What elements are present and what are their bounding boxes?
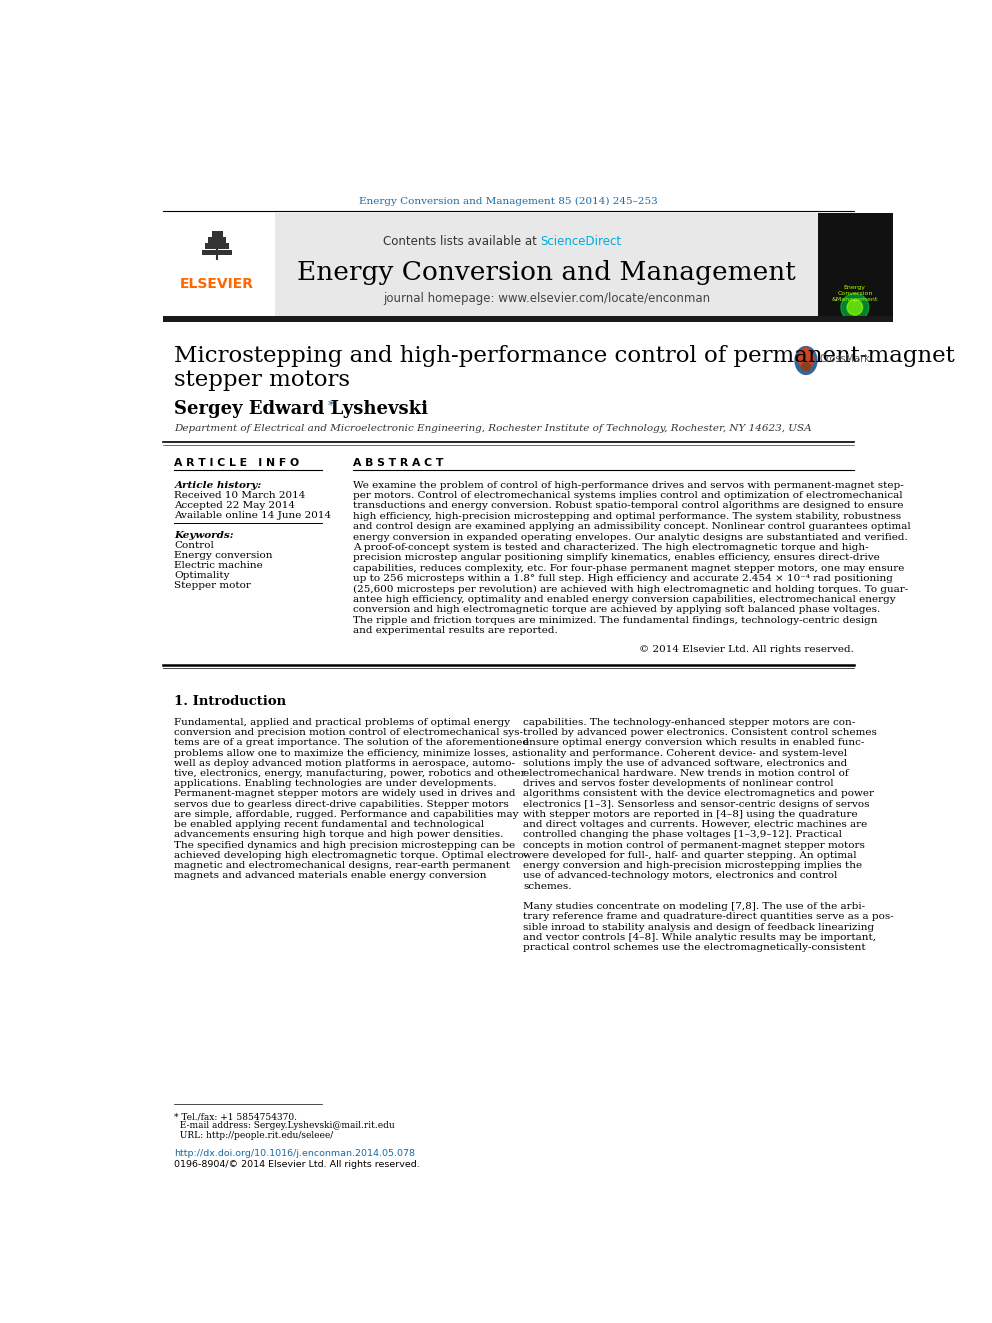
- Text: tive, electronics, energy, manufacturing, power, robotics and other: tive, electronics, energy, manufacturing…: [175, 769, 526, 778]
- Bar: [208, 237, 225, 242]
- Text: ELSEVIER: ELSEVIER: [180, 278, 254, 291]
- Text: (25,600 microsteps per revolution) are achieved with high electromagnetic and ho: (25,600 microsteps per revolution) are a…: [352, 585, 908, 594]
- Text: Energy
Conversion
&Management: Energy Conversion &Management: [831, 286, 878, 302]
- Text: energy conversion and high-precision microstepping implies the: energy conversion and high-precision mic…: [523, 861, 862, 871]
- Text: conversion and precision motion control of electromechanical sys-: conversion and precision motion control …: [175, 728, 524, 737]
- Text: transductions and energy conversion. Robust spatio-temporal control algorithms a: transductions and energy conversion. Rob…: [352, 501, 903, 511]
- Text: Control: Control: [175, 541, 214, 549]
- Text: 1. Introduction: 1. Introduction: [175, 696, 287, 708]
- Text: Received 10 March 2014: Received 10 March 2014: [175, 491, 306, 500]
- Ellipse shape: [798, 348, 814, 369]
- Text: problems allow one to maximize the efficiency, minimize losses, as: problems allow one to maximize the effic…: [175, 749, 524, 758]
- Text: capabilities, reduces complexity, etc. For four-phase permanent magnet stepper m: capabilities, reduces complexity, etc. F…: [352, 564, 904, 573]
- Text: use of advanced-technology motors, electronics and control: use of advanced-technology motors, elect…: [523, 872, 837, 880]
- Text: Energy conversion: Energy conversion: [175, 550, 273, 560]
- Text: Available online 14 June 2014: Available online 14 June 2014: [175, 511, 331, 520]
- Text: servos due to gearless direct-drive capabilities. Stepper motors: servos due to gearless direct-drive capa…: [175, 799, 509, 808]
- Bar: [205, 243, 228, 249]
- Text: precision microstep angular positioning simplify kinematics, enables efficiency,: precision microstep angular positioning …: [352, 553, 879, 562]
- Text: high efficiency, high-precision microstepping and optimal performance. The syste: high efficiency, high-precision microste…: [352, 512, 901, 521]
- Text: E-mail address: Sergey.Lyshevski@mail.rit.edu: E-mail address: Sergey.Lyshevski@mail.ri…: [175, 1122, 395, 1130]
- Bar: [202, 250, 232, 255]
- Text: A proof-of-concept system is tested and characterized. The high electromagnetic : A proof-of-concept system is tested and …: [352, 542, 868, 552]
- Text: and experimental results are reported.: and experimental results are reported.: [352, 626, 558, 635]
- Circle shape: [841, 294, 869, 321]
- Bar: [275, 213, 817, 316]
- Text: journal homepage: www.elsevier.com/locate/enconman: journal homepage: www.elsevier.com/locat…: [383, 292, 710, 306]
- Text: conversion and high electromagnetic torque are achieved by applying soft balance: conversion and high electromagnetic torq…: [352, 606, 880, 614]
- Text: Permanent-magnet stepper motors are widely used in drives and: Permanent-magnet stepper motors are wide…: [175, 790, 516, 799]
- Text: Sergey Edward Lyshevski: Sergey Edward Lyshevski: [175, 400, 429, 418]
- Text: Article history:: Article history:: [175, 480, 262, 490]
- Text: Fundamental, applied and practical problems of optimal energy: Fundamental, applied and practical probl…: [175, 718, 511, 726]
- Text: drives and servos foster developments of nonlinear control: drives and servos foster developments of…: [523, 779, 833, 789]
- Text: and direct voltages and currents. However, electric machines are: and direct voltages and currents. Howeve…: [523, 820, 867, 830]
- Text: with stepper motors are reported in [4–8] using the quadrature: with stepper motors are reported in [4–8…: [523, 810, 858, 819]
- Text: The specified dynamics and high precision microstepping can be: The specified dynamics and high precisio…: [175, 840, 516, 849]
- Text: Electric machine: Electric machine: [175, 561, 263, 570]
- Text: sible inroad to stability analysis and design of feedback linearizing: sible inroad to stability analysis and d…: [523, 922, 874, 931]
- Bar: [163, 213, 275, 316]
- Text: achieved developing high electromagnetic torque. Optimal electro-: achieved developing high electromagnetic…: [175, 851, 528, 860]
- Text: Many studies concentrate on modeling [7,8]. The use of the arbi-: Many studies concentrate on modeling [7,…: [523, 902, 865, 912]
- Text: electronics [1–3]. Sensorless and sensor-centric designs of servos: electronics [1–3]. Sensorless and sensor…: [523, 799, 870, 808]
- Text: Microstepping and high-performance control of permanent-magnet: Microstepping and high-performance contr…: [175, 345, 955, 366]
- Text: and control design are examined applying an admissibility concept. Nonlinear con: and control design are examined applying…: [352, 523, 911, 532]
- Text: per motors. Control of electromechanical systems implies control and optimizatio: per motors. Control of electromechanical…: [352, 491, 903, 500]
- Text: well as deploy advanced motion platforms in aerospace, automo-: well as deploy advanced motion platforms…: [175, 759, 516, 767]
- Text: magnetic and electromechanical designs, rear-earth permanent: magnetic and electromechanical designs, …: [175, 861, 510, 871]
- Text: Energy Conversion and Management 85 (2014) 245–253: Energy Conversion and Management 85 (201…: [359, 197, 658, 205]
- Text: Optimality: Optimality: [175, 570, 230, 579]
- Text: magnets and advanced materials enable energy conversion: magnets and advanced materials enable en…: [175, 872, 487, 880]
- Bar: [163, 316, 893, 321]
- Text: Energy Conversion and Management: Energy Conversion and Management: [297, 261, 796, 286]
- Text: energy conversion in expanded operating envelopes. Our analytic designs are subs: energy conversion in expanded operating …: [352, 533, 908, 541]
- Circle shape: [847, 300, 863, 315]
- Text: The ripple and friction torques are minimized. The fundamental findings, technol: The ripple and friction torques are mini…: [352, 615, 877, 624]
- Text: controlled changing the phase voltages [1–3,9–12]. Practical: controlled changing the phase voltages […: [523, 831, 842, 839]
- Text: Department of Electrical and Microelectronic Engineering, Rochester Institute of: Department of Electrical and Microelectr…: [175, 423, 812, 433]
- Text: applications. Enabling technologies are under developments.: applications. Enabling technologies are …: [175, 779, 497, 789]
- Bar: [817, 213, 893, 316]
- Text: Stepper motor: Stepper motor: [175, 581, 251, 590]
- Text: ScienceDirect: ScienceDirect: [541, 235, 621, 249]
- Text: practical control schemes use the electromagnetically-consistent: practical control schemes use the electr…: [523, 943, 866, 953]
- Text: * Tel./fax: +1 5854754370.: * Tel./fax: +1 5854754370.: [175, 1113, 298, 1121]
- Text: Contents lists available at: Contents lists available at: [383, 235, 541, 249]
- Bar: [211, 232, 223, 237]
- Text: advancements ensuring high torque and high power densities.: advancements ensuring high torque and hi…: [175, 831, 504, 839]
- Text: A B S T R A C T: A B S T R A C T: [352, 458, 443, 468]
- Text: 0196-8904/© 2014 Elsevier Ltd. All rights reserved.: 0196-8904/© 2014 Elsevier Ltd. All right…: [175, 1160, 421, 1168]
- Text: URL: http://people.rit.edu/seleee/: URL: http://people.rit.edu/seleee/: [175, 1130, 333, 1139]
- Text: antee high efficiency, optimality and enabled energy conversion capabilities, el: antee high efficiency, optimality and en…: [352, 595, 895, 605]
- Text: tems are of a great importance. The solution of the aforementioned: tems are of a great importance. The solu…: [175, 738, 530, 747]
- Text: up to 256 microsteps within a 1.8° full step. High efficiency and accurate 2.454: up to 256 microsteps within a 1.8° full …: [352, 574, 893, 583]
- Text: ensure optimal energy conversion which results in enabled func-: ensure optimal energy conversion which r…: [523, 738, 864, 747]
- Text: A R T I C L E   I N F O: A R T I C L E I N F O: [175, 458, 300, 468]
- Text: and vector controls [4–8]. While analytic results may be important,: and vector controls [4–8]. While analyti…: [523, 933, 876, 942]
- Text: stepper motors: stepper motors: [175, 369, 350, 390]
- Text: Accepted 22 May 2014: Accepted 22 May 2014: [175, 500, 296, 509]
- Text: trary reference frame and quadrature-direct quantities serve as a pos-: trary reference frame and quadrature-dir…: [523, 913, 894, 921]
- Text: http://dx.doi.org/10.1016/j.enconman.2014.05.078: http://dx.doi.org/10.1016/j.enconman.201…: [175, 1148, 416, 1158]
- Text: tionality and performance. Coherent device- and system-level: tionality and performance. Coherent devi…: [523, 749, 847, 758]
- Ellipse shape: [795, 345, 817, 376]
- Text: capabilities. The technology-enhanced stepper motors are con-: capabilities. The technology-enhanced st…: [523, 718, 855, 726]
- Text: trolled by advanced power electronics. Consistent control schemes: trolled by advanced power electronics. C…: [523, 728, 877, 737]
- Text: *: *: [327, 400, 334, 413]
- Text: electromechanical hardware. New trends in motion control of: electromechanical hardware. New trends i…: [523, 769, 849, 778]
- Text: schemes.: schemes.: [523, 881, 571, 890]
- Text: are simple, affordable, rugged. Performance and capabilities may: are simple, affordable, rugged. Performa…: [175, 810, 519, 819]
- Text: algorithms consistent with the device electromagnetics and power: algorithms consistent with the device el…: [523, 790, 874, 799]
- Text: We examine the problem of control of high-performance drives and servos with per: We examine the problem of control of hig…: [352, 480, 904, 490]
- Text: Keywords:: Keywords:: [175, 531, 234, 540]
- Text: concepts in motion control of permanent-magnet stepper motors: concepts in motion control of permanent-…: [523, 840, 865, 849]
- Text: solutions imply the use of advanced software, electronics and: solutions imply the use of advanced soft…: [523, 759, 847, 767]
- Text: © 2014 Elsevier Ltd. All rights reserved.: © 2014 Elsevier Ltd. All rights reserved…: [639, 646, 854, 655]
- Text: be enabled applying recent fundamental and technological: be enabled applying recent fundamental a…: [175, 820, 484, 830]
- Text: CrossMark: CrossMark: [819, 355, 870, 364]
- Ellipse shape: [801, 363, 811, 372]
- Text: were developed for full-, half- and quarter stepping. An optimal: were developed for full-, half- and quar…: [523, 851, 857, 860]
